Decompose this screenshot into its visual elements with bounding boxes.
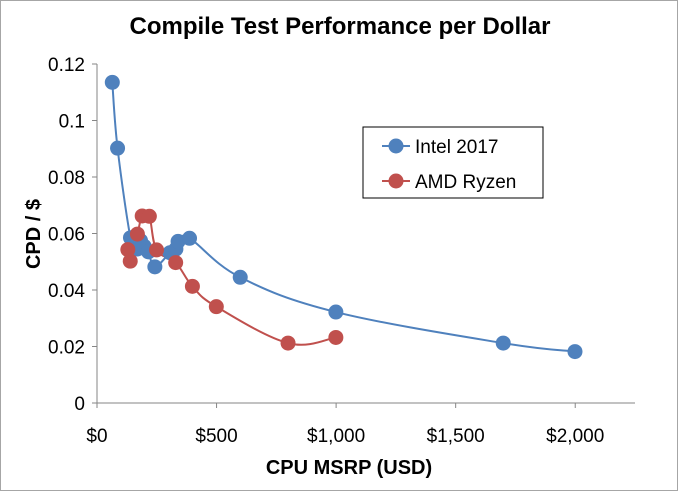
y-tick-label: 0.1 [59, 112, 85, 133]
chart-title: Compile Test Performance per Dollar [129, 13, 550, 40]
data-point-intel [232, 269, 248, 285]
data-point-intel [495, 335, 511, 351]
data-point-amd [328, 329, 344, 345]
data-point-amd [184, 278, 200, 294]
data-point-intel [104, 74, 120, 90]
legend: Intel 2017 AMD Ryzen [362, 126, 544, 199]
x-tick-label: $0 [86, 426, 107, 447]
data-point-amd [168, 255, 184, 271]
y-axis-title: CPD / $ [23, 199, 45, 269]
y-tick-label: 0.04 [48, 281, 85, 302]
y-tick-label: 0 [74, 394, 85, 415]
legend-label: AMD Ryzen [415, 172, 516, 193]
series-line-amd [126, 211, 337, 346]
data-point-amd [122, 253, 138, 269]
data-point-intel [567, 344, 583, 360]
x-tick-label: $1,000 [307, 426, 365, 447]
y-tick-label: 0.12 [48, 55, 85, 76]
series-layer [104, 74, 583, 360]
legend-marker [388, 138, 404, 154]
y-tick-label: 0.06 [48, 225, 85, 246]
data-point-amd [141, 208, 157, 224]
y-tick-label: 0.02 [48, 338, 85, 359]
data-point-amd [280, 335, 296, 351]
data-point-intel [170, 233, 186, 249]
x-tick-label: $2,000 [546, 426, 604, 447]
legend-marker [388, 173, 404, 189]
legend-label: Intel 2017 [415, 137, 498, 158]
x-axis-title: CPU MSRP (USD) [266, 457, 432, 479]
data-point-amd [149, 242, 165, 258]
data-point-intel [147, 259, 163, 275]
x-tick-label: $1,500 [427, 426, 485, 447]
data-point-intel [182, 230, 198, 246]
axes: 0 0.02 0.04 0.06 0.08 0.1 0.12 $0 $500 $1,000 $1,5… [48, 55, 635, 447]
data-point-amd [120, 242, 136, 258]
data-point-amd [129, 226, 145, 242]
x-tick-label: $500 [195, 426, 237, 447]
data-point-intel [110, 140, 126, 156]
series-line-intel [111, 82, 576, 353]
data-point-intel [328, 304, 344, 320]
data-point-amd [208, 299, 224, 315]
y-tick-label: 0.08 [48, 168, 85, 189]
